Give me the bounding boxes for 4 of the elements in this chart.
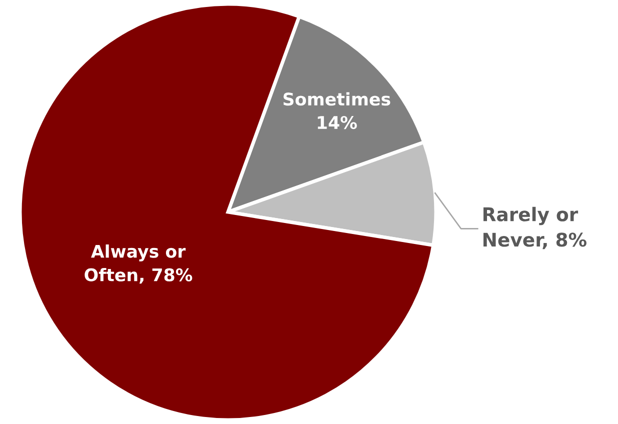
slice-label: Rarely or Never, 8% [483,206,586,250]
data-label: 14% [318,116,357,130]
slice-label: Sometimes [284,92,390,106]
slice-label: Always or Often, 78% [84,244,192,284]
